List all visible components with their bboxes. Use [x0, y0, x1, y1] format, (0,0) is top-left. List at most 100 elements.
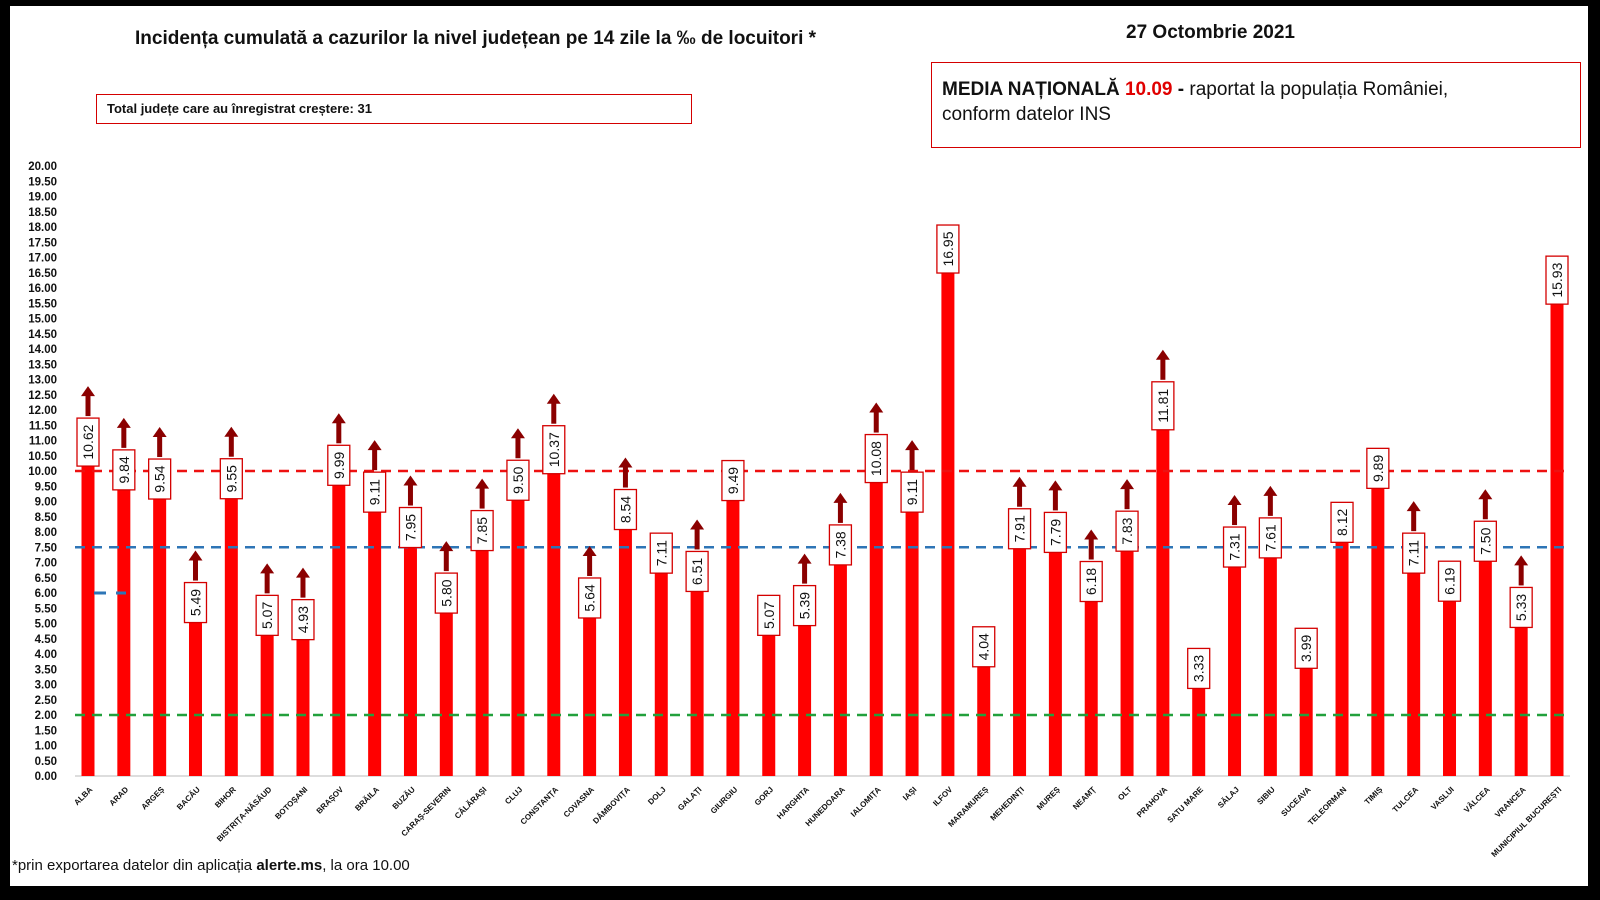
value-label-text: 5.49	[187, 589, 203, 616]
bar	[583, 603, 597, 776]
increase-arrow-shaft	[85, 394, 91, 417]
bar	[1335, 528, 1349, 776]
value-label-box	[1366, 447, 1390, 490]
y-tick-label: 4.50	[35, 634, 57, 646]
value-label-text: 10.62	[80, 424, 96, 459]
value-label: 9.89	[1366, 447, 1390, 490]
category-label: TULCEA	[1391, 785, 1420, 814]
y-tick-label: 20.00	[28, 161, 57, 173]
footnote-prefix: *prin exportarea datelor din aplicația	[12, 857, 257, 874]
increase-arrow-shaft	[1411, 509, 1417, 532]
value-label-text: 9.11	[367, 479, 383, 505]
increase-arrow-head	[260, 563, 275, 574]
value-label-box	[398, 506, 423, 549]
increase-arrow-shaft	[551, 401, 557, 424]
increase-arrow-shaft	[622, 465, 628, 488]
report-date: 27 Octombrie 2021	[1126, 22, 1295, 43]
bar	[1263, 543, 1277, 776]
category-label: TELEORMAN	[1306, 785, 1348, 827]
bar	[117, 475, 131, 776]
value-label-text: 9.11	[904, 479, 920, 505]
increase-arrow-shaft	[1160, 357, 1166, 380]
y-tick-label: 6.50	[35, 573, 57, 585]
national-average-value: 10.09	[1124, 79, 1173, 100]
bar	[403, 533, 417, 776]
bar	[188, 608, 202, 776]
increase-arrow-head	[1263, 485, 1278, 496]
category-label: MUREȘ	[1035, 785, 1062, 812]
value-label: 7.85	[470, 509, 494, 552]
bar	[224, 484, 238, 776]
bar	[1120, 537, 1134, 776]
bar	[1407, 559, 1421, 776]
value-label-text: 7.83	[1119, 517, 1135, 544]
value-label-box	[148, 458, 172, 500]
national-average-box: MEDIA NAȚIONALĂ 10.09 - raportat la popu…	[931, 62, 1581, 148]
y-tick-label: 0.00	[35, 771, 57, 783]
bar	[1013, 534, 1027, 776]
value-label: 9.55	[219, 458, 243, 500]
value-label: 7.83	[1115, 510, 1139, 552]
category-label: IAȘI	[901, 785, 918, 802]
value-label-box	[362, 471, 387, 513]
increase-arrow-head	[1012, 476, 1027, 487]
increase-arrow-head	[188, 550, 203, 561]
national-average-label: MEDIA NAȚIONALĂ	[942, 79, 1120, 100]
value-label: 9.84	[112, 449, 136, 491]
chart-title: Incidența cumulată a cazurilor la nivel …	[135, 28, 817, 49]
increase-arrow-shaft	[228, 434, 234, 457]
y-tick-label: 19.00	[28, 192, 57, 204]
y-tick-label: 6.00	[35, 588, 57, 600]
bar	[1084, 587, 1098, 776]
increase-arrow-shaft	[300, 575, 306, 598]
y-tick-label: 14.00	[28, 344, 57, 356]
y-tick-label: 1.00	[35, 741, 57, 753]
y-tick-label: 9.50	[35, 481, 57, 493]
value-label: 7.31	[1222, 526, 1247, 568]
bar	[475, 536, 489, 776]
value-label: 4.04	[972, 626, 996, 668]
category-label: ARAD	[108, 785, 131, 808]
footnote: *prin exportarea datelor din aplicația a…	[12, 857, 410, 874]
value-label-box	[1545, 255, 1569, 305]
category-label: GALAȚI	[676, 785, 703, 812]
value-label-text: 3.99	[1298, 634, 1314, 661]
value-label: 4.93	[291, 598, 315, 641]
y-tick-label: 17.00	[28, 253, 57, 265]
value-label: 9.11	[362, 471, 387, 513]
value-label: 7.79	[1043, 511, 1068, 554]
value-label-text: 7.38	[832, 531, 848, 558]
value-label-box	[613, 488, 638, 531]
increase-arrow-head	[618, 457, 633, 468]
value-label: 7.50	[1473, 520, 1497, 562]
value-label-text: 3.33	[1191, 655, 1207, 682]
value-label-box	[1437, 560, 1462, 602]
y-tick-label: 18.00	[28, 222, 57, 234]
value-label: 3.33	[1187, 647, 1211, 690]
total-increase-box: Total județe care au înregistrat creșter…	[96, 94, 692, 124]
value-label-box	[936, 224, 960, 274]
value-label-text: 9.89	[1370, 455, 1386, 482]
increase-arrow-head	[331, 413, 346, 424]
value-label-box	[327, 444, 351, 486]
category-label: CĂLĂRAȘI	[453, 785, 489, 821]
y-tick-label: 13.50	[28, 359, 57, 371]
y-tick-label: 12.50	[28, 390, 57, 402]
value-label: 5.07	[255, 594, 279, 637]
value-label: 7.91	[1007, 508, 1032, 550]
increase-arrow-shaft	[694, 527, 700, 550]
bar	[1443, 587, 1457, 776]
y-tick-label: 7.50	[35, 542, 57, 554]
value-label-text: 8.54	[617, 496, 633, 523]
increase-arrow-head	[869, 402, 884, 413]
increase-arrow-shaft	[264, 571, 270, 594]
value-label-text: 7.79	[1047, 519, 1063, 546]
bar	[439, 599, 453, 776]
value-label-text: 9.49	[725, 467, 741, 494]
increase-arrow-head	[1048, 480, 1063, 491]
bar	[833, 550, 847, 776]
category-label: COVASNA	[562, 785, 596, 819]
value-label-box	[828, 524, 853, 566]
bar	[511, 486, 525, 776]
category-label: TIMIȘ	[1363, 785, 1385, 807]
